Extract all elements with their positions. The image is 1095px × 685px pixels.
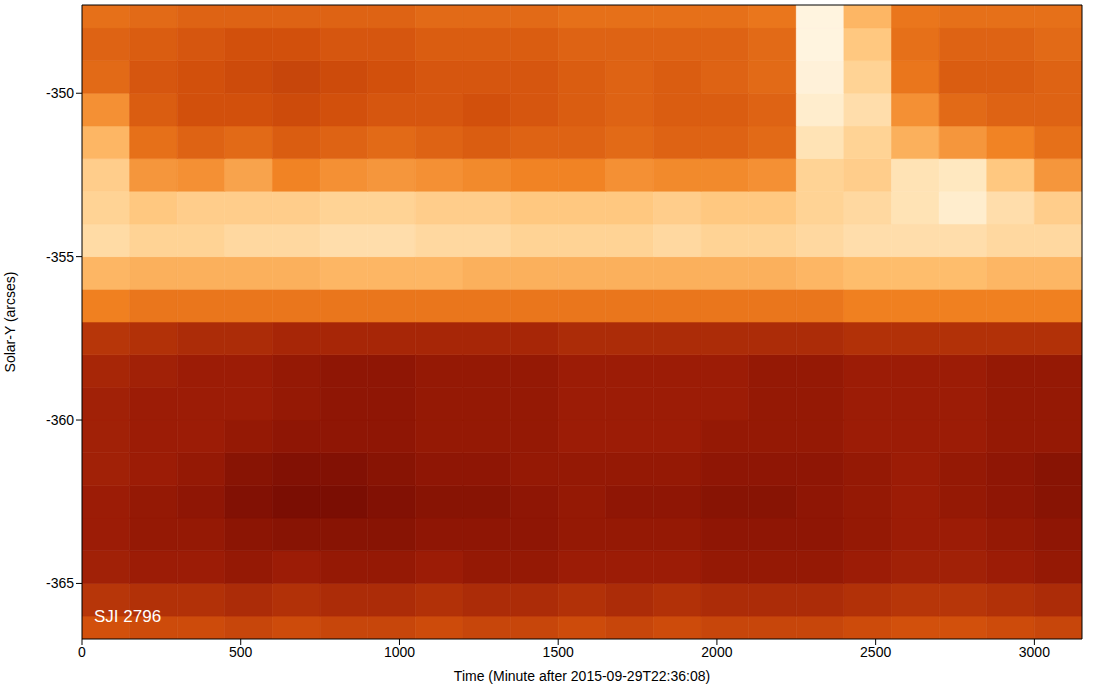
- svg-text:-350: -350: [46, 85, 74, 101]
- svg-text:2000: 2000: [701, 644, 732, 660]
- svg-text:2500: 2500: [860, 644, 891, 660]
- svg-text:0: 0: [78, 644, 86, 660]
- svg-text:500: 500: [229, 644, 253, 660]
- svg-text:Time (Minute after 2015-09-29T: Time (Minute after 2015-09-29T22:36:08): [454, 668, 710, 684]
- html-text:SJI 2796: SJI 2796: [94, 607, 162, 626]
- svg-text:1500: 1500: [543, 644, 574, 660]
- svg-text:3000: 3000: [1019, 644, 1050, 660]
- svg-text:1000: 1000: [384, 644, 415, 660]
- svg-text:-365: -365: [46, 575, 74, 591]
- svg-text:-355: -355: [46, 249, 74, 265]
- svg-text:Solar-Y (arcses): Solar-Y (arcses): [2, 272, 18, 373]
- svg-text:-360: -360: [46, 412, 74, 428]
